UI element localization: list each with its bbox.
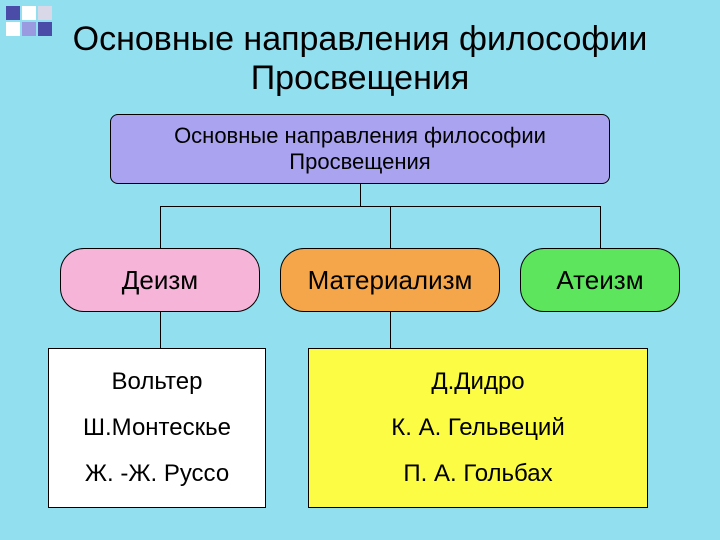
root-label: Основные направления философииПросвещени… (174, 123, 546, 176)
branch-label: Деизм (122, 265, 198, 296)
branch-label: Атеизм (556, 265, 643, 296)
people-box: Вольтер Ш.Монтескье Ж. -Ж. Руссо (48, 348, 266, 508)
person-name: К. А. Гельвеций (391, 414, 565, 442)
page-title: Основные направления философии Просвещен… (0, 0, 720, 98)
corner-decoration (6, 6, 52, 36)
person-name: Ш.Монтескье (83, 414, 231, 442)
person-name: Вольтер (112, 368, 203, 396)
person-name: П. А. Гольбах (403, 460, 552, 488)
people-box: Д.Дидро К. А. Гельвеций П. А. Гольбах (308, 348, 648, 508)
branch-node: Атеизм (520, 248, 680, 312)
branch-node: Деизм (60, 248, 260, 312)
root-node: Основные направления философииПросвещени… (110, 114, 610, 184)
person-name: Д.Дидро (431, 368, 524, 396)
person-name: Ж. -Ж. Руссо (85, 460, 229, 488)
branch-label: Материализм (308, 265, 473, 296)
branch-node: Материализм (280, 248, 500, 312)
